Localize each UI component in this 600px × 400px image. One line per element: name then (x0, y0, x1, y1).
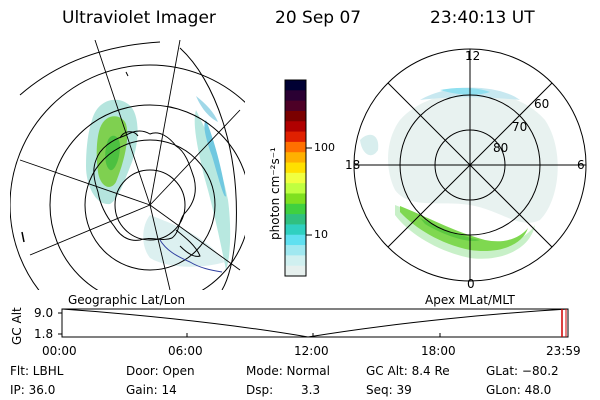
altitude-tick-high: 9.0 (34, 306, 54, 320)
instrument-title: Ultraviolet Imager (62, 8, 216, 28)
dsp-label: Dsp: (246, 383, 274, 397)
mlt-label-18: 18 (345, 158, 361, 172)
colorbar-band (285, 203, 306, 215)
colorbar-band (285, 224, 306, 236)
x-tick-1800: 18:00 (421, 344, 456, 358)
colorbar-band (285, 90, 306, 102)
mlat-label-70: 70 (512, 120, 528, 134)
colorbar-band (285, 245, 306, 256)
colorbar-tick-100: 100 (314, 141, 335, 154)
colorbar-band (285, 100, 306, 112)
colorbar-band (285, 141, 306, 153)
altitude-tick-low: 1.8 (34, 327, 54, 341)
x-tick-1200: 12:00 (294, 344, 329, 358)
door-status: Door: Open (126, 364, 195, 378)
mlat-label-80: 80 (493, 141, 509, 155)
colorbar-band (285, 121, 306, 133)
gc-altitude-status: GC Alt: 8.4 Re (366, 364, 450, 378)
colorbar-band (285, 162, 306, 174)
colorbar-band (285, 183, 306, 195)
mlt-label-6: 6 (577, 158, 585, 172)
geo-latitude-status: GLat: −80.2 (486, 364, 559, 378)
altitude-ylabel: GC Alt (10, 307, 24, 345)
ip-status: IP: 36.0 (10, 383, 56, 397)
colorbar-band (285, 265, 306, 277)
mlat-label-60: 60 (534, 97, 550, 111)
colorbar-band (285, 214, 306, 226)
apex-panel-title: Apex MLat/MLT (425, 293, 515, 307)
x-tick-0600: 06:00 (168, 344, 203, 358)
mlt-label-12: 12 (465, 49, 481, 63)
colorbar-band (285, 131, 306, 143)
dsp-value: 3.3 (301, 383, 321, 397)
colorbar-band (285, 80, 306, 91)
mlt-label-0: 0 (467, 277, 475, 291)
geographic-panel-title: Geographic Lat/Lon (68, 293, 186, 307)
gain-status: Gain: 14 (126, 383, 177, 397)
time-label: 23:40:13 UT (430, 8, 535, 28)
colorbar-band (285, 193, 306, 205)
colorbar-band (285, 234, 306, 246)
sequence-status: Seq: 39 (366, 383, 412, 397)
filter-status: Flt: LBHL (10, 364, 64, 378)
x-tick-0000: 00:00 (42, 344, 77, 358)
date-label: 20 Sep 07 (275, 8, 362, 28)
colorbar-band (285, 172, 306, 184)
colorbar-band (285, 152, 306, 164)
colorbar-band (285, 110, 306, 122)
colorbar-band (285, 255, 306, 267)
mode-status: Mode: Normal (246, 364, 330, 378)
x-tick-2359: 23:59 (546, 344, 581, 358)
geo-longitude-status: GLon: 48.0 (486, 383, 552, 397)
colorbar-tick-10: 10 (314, 228, 328, 241)
